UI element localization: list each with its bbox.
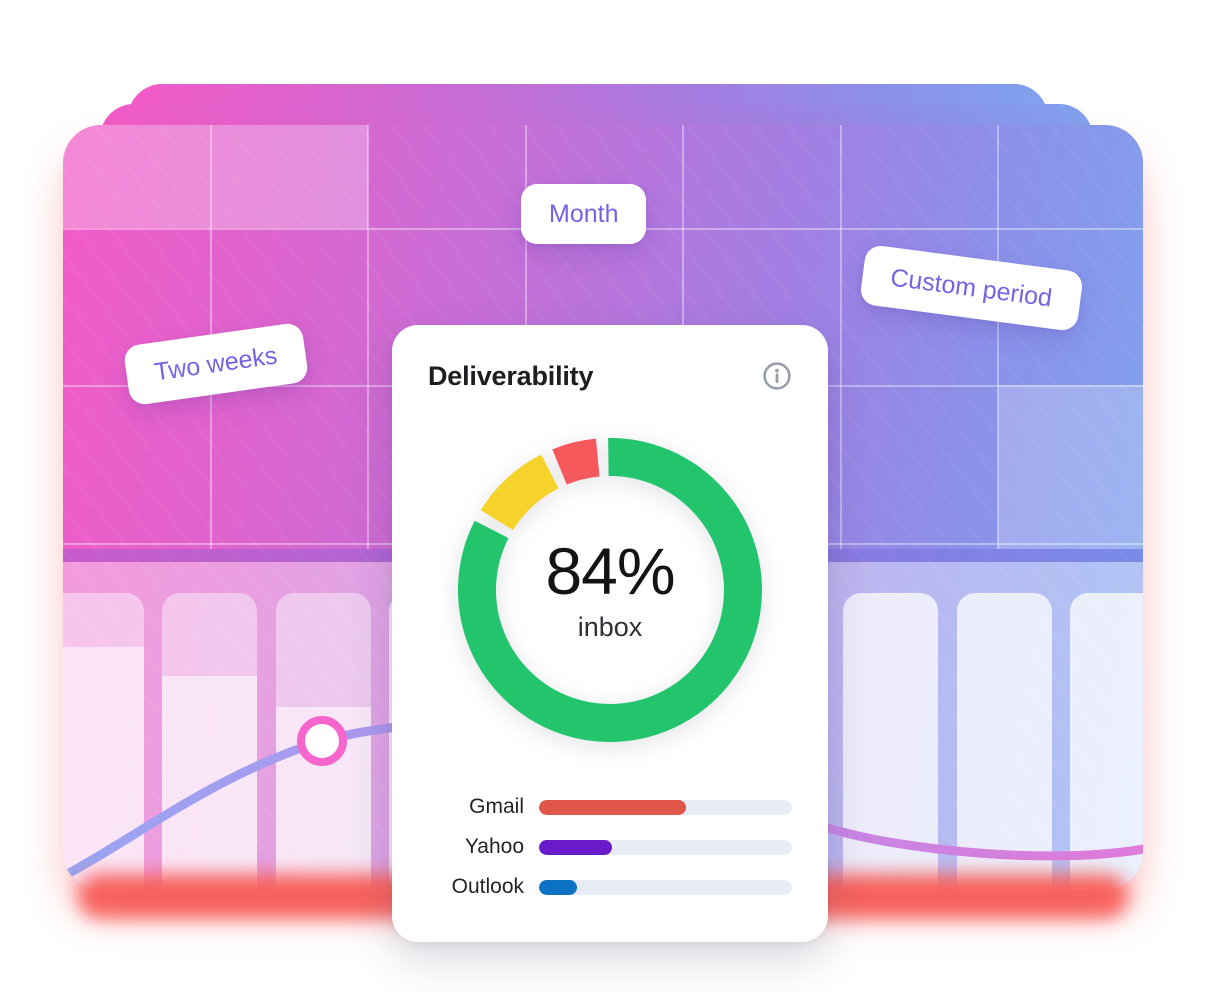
grid-line-vertical (367, 125, 369, 549)
provider-bar-fill (539, 799, 686, 815)
donut-center-label: inbox (577, 611, 643, 642)
donut-segment (458, 438, 762, 742)
donut-segment (552, 438, 600, 485)
grid-line-vertical (997, 125, 999, 549)
data-point-marker (297, 716, 347, 766)
background-bar (957, 593, 1052, 890)
background-bar (162, 593, 257, 890)
donut-center-value: 84% (545, 533, 675, 608)
info-icon[interactable] (762, 361, 792, 391)
provider-bar-fill (539, 839, 613, 855)
provider-label: Gmail (469, 795, 524, 818)
provider-label: Yahoo (464, 835, 524, 858)
provider-bar-track (539, 879, 792, 895)
filter-month[interactable]: Month (521, 184, 647, 244)
provider-row: Gmail (428, 795, 792, 818)
provider-label: Outlook (451, 875, 524, 898)
provider-bar-fill (539, 879, 577, 895)
deliverability-donut: 84% inbox (450, 430, 770, 750)
calendar-highlight-topleft (63, 125, 368, 228)
provider-row: Outlook (428, 875, 792, 898)
donut-center: 84% inbox (450, 430, 770, 750)
grid-line-vertical (840, 125, 842, 549)
provider-bar-track (539, 839, 792, 855)
panel-title: Deliverability (428, 361, 594, 391)
provider-bars: Gmail Yahoo Outlook (428, 795, 792, 916)
donut-segment (480, 454, 559, 531)
calendar-highlight-right (998, 385, 1143, 549)
deliverability-card: Deliverability 84% inbox Gmail Yahoo Outlo… (392, 325, 828, 942)
provider-row: Yahoo (428, 835, 792, 858)
provider-bar-track (539, 799, 792, 815)
background-bar (1070, 593, 1143, 890)
